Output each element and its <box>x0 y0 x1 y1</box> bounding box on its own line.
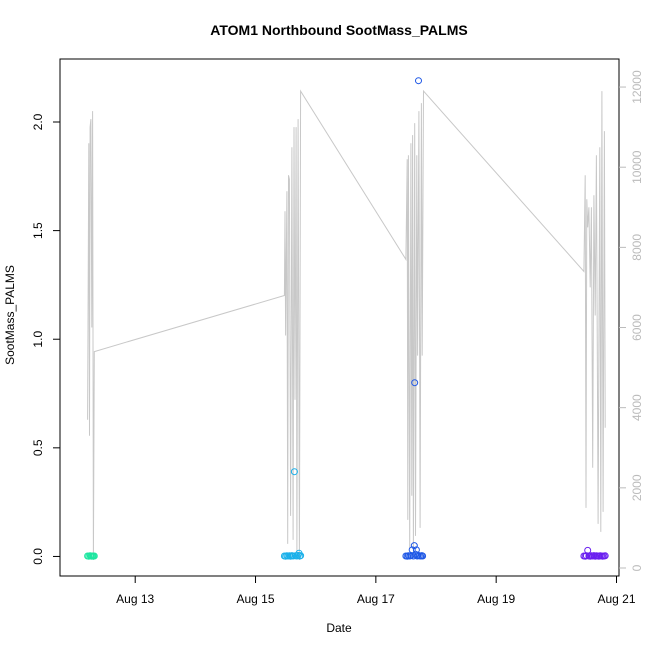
data-point <box>290 468 298 476</box>
plot-frame <box>59 58 620 577</box>
secondary-series <box>87 89 606 561</box>
y2-tick-label: 10000 <box>630 150 644 184</box>
y2-tick-label: 8000 <box>630 234 644 261</box>
secondary-series-line <box>87 89 606 561</box>
data-point <box>90 552 98 560</box>
y-axis-label: SootMass_PALMS <box>3 265 17 365</box>
data-point <box>584 546 592 554</box>
x-axis: Aug 13 Aug 15 Aug 17 Aug 19 Aug 21 <box>116 576 636 606</box>
y-tick-label: 0.0 <box>31 548 45 565</box>
chart-title: ATOM1 Northbound SootMass_PALMS <box>210 22 467 38</box>
data-point <box>411 379 419 387</box>
y2-tick-label: 2000 <box>630 474 644 501</box>
y-tick-label: 0.5 <box>31 439 45 456</box>
y-tick-label: 1.5 <box>31 222 45 239</box>
x-tick-label: Aug 13 <box>116 592 154 606</box>
x-tick-label: Aug 21 <box>597 592 635 606</box>
data-points <box>84 77 609 560</box>
x-tick-label: Aug 19 <box>477 592 515 606</box>
y2-tick-label: 6000 <box>630 314 644 341</box>
x-tick-label: Aug 17 <box>357 592 395 606</box>
data-point <box>601 552 609 560</box>
y-tick-label: 1.0 <box>31 331 45 348</box>
y2-tick-label: 4000 <box>630 394 644 421</box>
data-point <box>415 77 422 85</box>
y-axis: 0.0 0.5 1.0 1.5 2.0 <box>31 113 60 565</box>
data-point <box>419 552 427 560</box>
y2-tick-label: 0 <box>630 564 644 571</box>
data-point <box>410 542 418 550</box>
data-point <box>289 552 297 560</box>
secondary-y-axis: 0 2000 4000 6000 8000 10000 12000 <box>619 70 644 571</box>
x-axis-label: Date <box>326 621 352 635</box>
data-point <box>297 552 305 560</box>
x-tick-label: Aug 15 <box>237 592 275 606</box>
y2-tick-label: 12000 <box>630 70 644 104</box>
y-tick-label: 2.0 <box>31 113 45 130</box>
